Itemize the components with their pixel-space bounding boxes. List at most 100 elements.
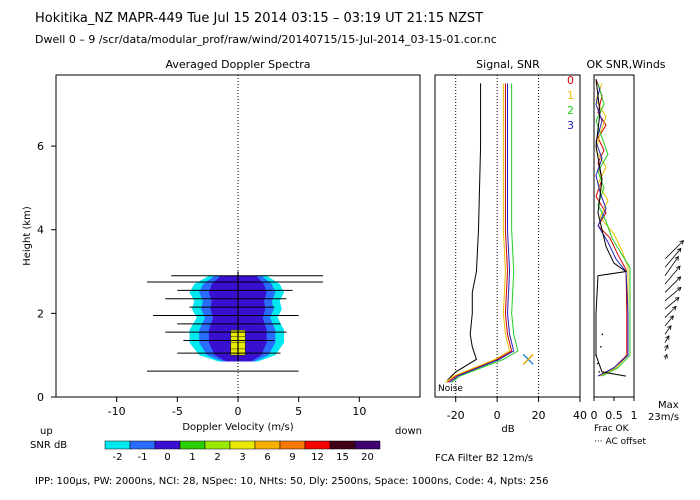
ok-title: OK SNR,Winds xyxy=(586,58,665,71)
wind-arrow-head-4 xyxy=(676,276,682,281)
wind-arrow-0 xyxy=(664,240,684,260)
spec-xtick-label: -5 xyxy=(172,405,183,418)
colorbar-label: SNR dB xyxy=(30,440,67,451)
ac-offset-dot xyxy=(595,354,597,356)
spec-ytick-label: 0 xyxy=(37,391,44,404)
ok-series-ok-2 xyxy=(595,83,631,377)
signal-xtick-label: 0 xyxy=(494,409,501,422)
wind-arrow-head-6 xyxy=(674,296,680,302)
colorbar-swatch xyxy=(154,440,181,450)
wind-arrow-6 xyxy=(664,297,680,310)
signal-series-signal xyxy=(447,83,482,381)
colorbar-tick-label: 2 xyxy=(214,452,220,463)
colorbar-swatch xyxy=(304,440,331,450)
colorbar-swatch xyxy=(104,440,131,450)
spec-ytick-label: 4 xyxy=(37,224,44,237)
wind-arrow-head-0 xyxy=(679,240,684,245)
wind-arrow-head-7 xyxy=(672,305,677,311)
header-line2: Dwell 0 – 9 /scr/data/modular_prof/raw/w… xyxy=(35,33,497,46)
wind-arrow-2 xyxy=(664,256,679,276)
colorbar-swatch xyxy=(329,440,356,450)
marker-cross-b xyxy=(522,353,534,365)
wind-arrow-head-9 xyxy=(667,325,672,330)
wind-arrow-head-12 xyxy=(663,353,668,359)
ok-marks xyxy=(595,79,631,377)
colorbar-swatch xyxy=(279,440,306,450)
ok-xtick-label: 0.5 xyxy=(605,409,623,422)
wind-arrow-11 xyxy=(664,344,669,352)
signal-marks xyxy=(445,75,540,397)
spectra-ylabel: Height (km) xyxy=(22,206,33,266)
noise-label: Noise xyxy=(438,384,463,394)
signal-series-snr-1 xyxy=(445,83,511,383)
colorbar-tick-label: 1 xyxy=(189,452,195,463)
max-label: Max xyxy=(658,400,679,411)
signal-xlabel: dB xyxy=(501,424,514,435)
ok-xlabel: Frac OK xyxy=(594,424,630,434)
colorbar-tick-label: 0 xyxy=(164,452,170,463)
colorbar-swatch xyxy=(179,440,206,450)
ac-offset-dot xyxy=(601,333,604,336)
signal-xtick-label: -20 xyxy=(447,409,465,422)
wind-arrow-4 xyxy=(664,276,681,293)
colorbar-tick-label: 3 xyxy=(239,452,245,463)
wind-arrow-7 xyxy=(664,306,677,318)
ok-legend-item: 0 xyxy=(567,74,574,87)
wind-arrow-head-5 xyxy=(676,286,682,292)
spec-xtick-label: -10 xyxy=(108,405,126,418)
spec-xtick-label: 10 xyxy=(352,405,366,418)
wind-arrow-head-10 xyxy=(665,335,670,340)
ok-legend: 0 1 2 3 xyxy=(567,74,574,132)
colorbar-tick-label: 6 xyxy=(264,452,270,463)
ok-series-ok-0 xyxy=(595,79,628,377)
spec-xtick-label: 5 xyxy=(295,405,302,418)
signal-series-snr-0 xyxy=(447,83,513,383)
ok-xtick-label: 0 xyxy=(591,409,598,422)
wind-arrow-head-11 xyxy=(664,344,669,350)
ac-offset-dot xyxy=(600,346,602,348)
colorbar-swatch xyxy=(229,440,256,450)
colorbar-tick-label: 9 xyxy=(289,452,295,463)
spectra-marks xyxy=(147,75,323,397)
spec-xtick-label: 0 xyxy=(235,405,242,418)
wind-arrow-1 xyxy=(664,248,682,268)
dir-down-label: down xyxy=(395,426,422,437)
colorbar-tick-label: -1 xyxy=(138,452,148,463)
colorbar-swatch xyxy=(354,440,381,450)
dir-up-label: up xyxy=(40,426,53,437)
colorbar-tick-label: 12 xyxy=(311,452,324,463)
wind-arrow-5 xyxy=(664,287,682,302)
footer-params: IPP: 100μs, PW: 2000ns, NCI: 28, NSpec: … xyxy=(35,476,548,487)
colorbar-tick-label: -2 xyxy=(113,452,123,463)
signal-series-snr-2 xyxy=(451,83,519,383)
max-value: 23m/s xyxy=(648,412,679,423)
signal-axes: -20 0 20 40 xyxy=(447,397,587,422)
signal-xtick-label: 40 xyxy=(573,409,587,422)
wind-arrow-head-2 xyxy=(674,255,679,261)
colorbar-tick-label: 15 xyxy=(336,452,349,463)
ok-offset-text: AC offset xyxy=(605,437,646,447)
ok-legend-item: 1 xyxy=(567,89,574,102)
ac-offset-dot xyxy=(598,371,600,373)
fca-label: FCA Filter B2 12m/s xyxy=(435,453,533,464)
wind-arrows xyxy=(663,240,684,360)
signal-frame xyxy=(434,74,581,398)
wind-arrow-head-1 xyxy=(677,247,682,253)
ok-legend-item: 2 xyxy=(567,104,574,117)
signal-title: Signal, SNR xyxy=(476,58,540,71)
wind-arrow-9 xyxy=(664,325,672,335)
header-line1: Hokitika_NZ MAPR-449 Tue Jul 15 2014 03:… xyxy=(35,11,483,26)
wind-arrow-12 xyxy=(664,354,668,360)
ac-offset-dot xyxy=(596,362,599,365)
wind-arrow-head-8 xyxy=(669,315,674,320)
spectra-axes: -10 -5 0 5 10 0 2 4 6 xyxy=(37,140,366,418)
ok-xtick-label: 1 xyxy=(631,409,638,422)
colorbar-swatch xyxy=(204,440,231,450)
spectra-xlabel: Doppler Velocity (m/s) xyxy=(182,422,293,433)
ok-axes: 0 0.5 1 xyxy=(591,397,638,422)
wind-arrow-8 xyxy=(664,315,674,327)
spectra-title: Averaged Doppler Spectra xyxy=(165,58,310,71)
spec-ytick-label: 2 xyxy=(37,307,44,320)
colorbar-swatch xyxy=(254,440,281,450)
